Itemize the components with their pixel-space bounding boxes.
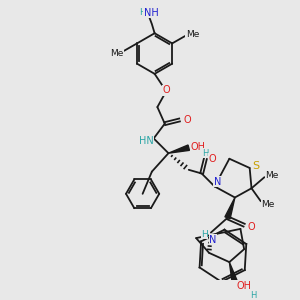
Text: O: O <box>183 115 191 125</box>
Text: H: H <box>201 230 208 239</box>
Text: Me: Me <box>186 30 199 39</box>
Text: O: O <box>248 222 255 232</box>
Polygon shape <box>225 197 235 219</box>
Text: H: H <box>202 149 208 158</box>
Text: Me: Me <box>265 171 278 180</box>
Text: NH: NH <box>143 8 158 18</box>
Polygon shape <box>230 262 238 283</box>
Text: OH: OH <box>237 281 252 291</box>
Text: Me: Me <box>261 200 275 209</box>
Text: Me: Me <box>110 49 123 58</box>
Text: N: N <box>214 177 221 187</box>
Polygon shape <box>169 145 190 153</box>
Text: N: N <box>209 235 216 245</box>
Text: S: S <box>253 161 260 171</box>
Text: H: H <box>250 291 256 300</box>
Text: O: O <box>163 85 170 95</box>
Text: H: H <box>139 8 146 17</box>
Text: O: O <box>209 154 217 164</box>
Text: HN: HN <box>139 136 154 146</box>
Text: OH: OH <box>190 142 206 152</box>
